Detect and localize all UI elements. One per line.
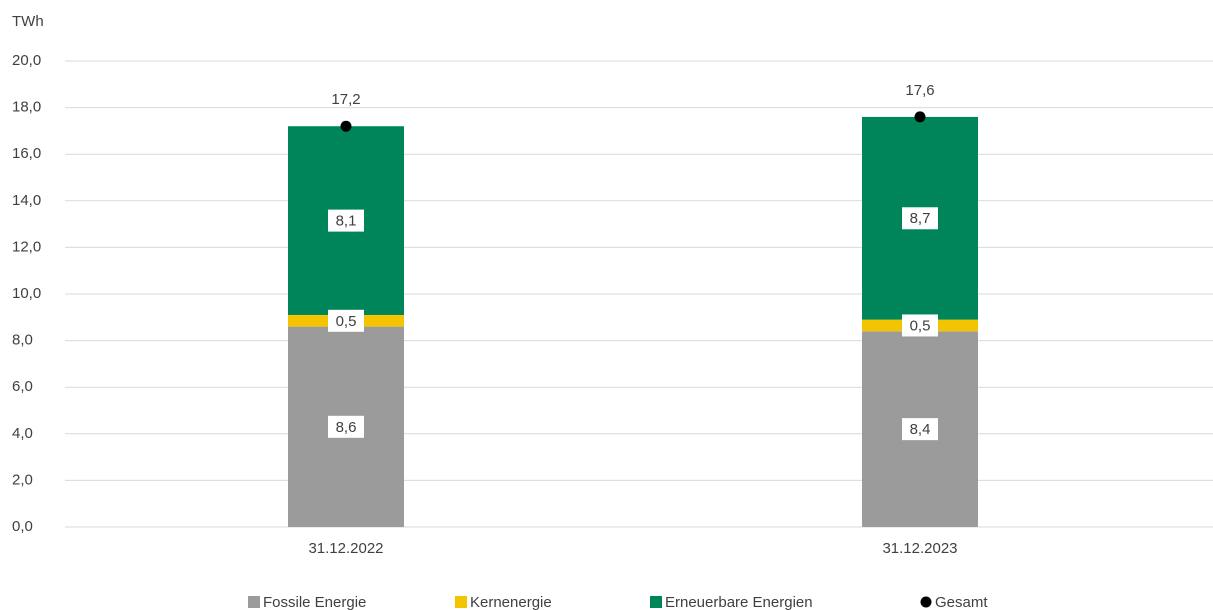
total-point [914, 111, 926, 123]
y-tick-label: 14,0 [12, 192, 41, 209]
y-tick-label: 18,0 [12, 99, 41, 116]
y-tick-label: 8,0 [12, 332, 33, 349]
value-label-box [902, 207, 938, 230]
y-tick-label: 2,0 [12, 471, 33, 488]
y-tick-label: 6,0 [12, 378, 33, 395]
x-tick-label: 31.12.2023 [882, 540, 957, 557]
legend-marker [920, 596, 932, 608]
y-tick-label: 16,0 [12, 145, 41, 162]
y-tick-label: 20,0 [12, 52, 41, 69]
x-tick-label: 31.12.2022 [308, 540, 383, 557]
legend-label: Kernenergie [470, 594, 552, 610]
value-label-box [328, 209, 364, 232]
value-label-box [902, 418, 938, 441]
value-label: 8,4 [910, 421, 931, 438]
value-label-box [328, 415, 364, 438]
y-tick-label: 10,0 [12, 285, 41, 302]
legend-label: Fossile Energie [263, 594, 366, 610]
value-label-box [328, 309, 364, 332]
value-label: 0,5 [336, 313, 357, 330]
legend-label: Gesamt [935, 594, 988, 610]
total-point [340, 120, 352, 132]
y-axis-label: TWh [12, 13, 44, 30]
value-label: 8,6 [336, 419, 357, 436]
legend-marker [248, 596, 260, 608]
total-label: 17,6 [905, 82, 934, 99]
y-tick-label: 4,0 [12, 425, 33, 442]
legend-marker [455, 596, 467, 608]
value-label: 8,1 [336, 213, 357, 230]
value-label: 8,7 [910, 210, 931, 227]
total-label: 17,2 [331, 91, 360, 108]
value-label: 0,5 [910, 317, 931, 334]
y-tick-label: 12,0 [12, 238, 41, 255]
legend-marker [650, 596, 662, 608]
legend-label: Erneuerbare Energien [665, 594, 813, 610]
y-tick-label: 0,0 [12, 518, 33, 535]
value-label-box [902, 314, 938, 337]
